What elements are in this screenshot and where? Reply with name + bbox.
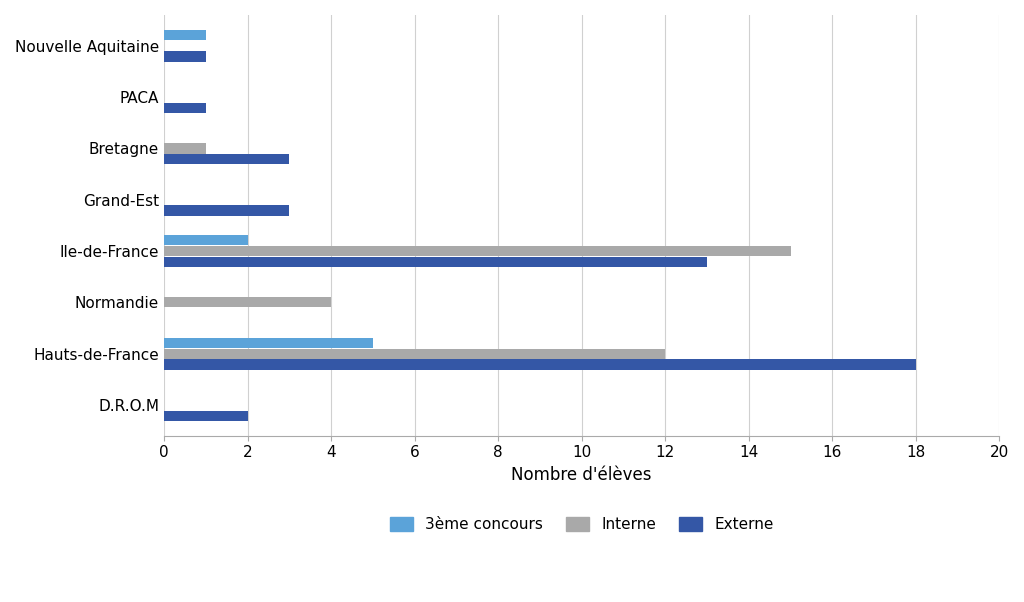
- Bar: [164, 338, 373, 348]
- X-axis label: Nombre d'élèves: Nombre d'élèves: [512, 466, 652, 484]
- Bar: [164, 205, 290, 216]
- Bar: [164, 52, 206, 62]
- Bar: [164, 256, 707, 267]
- Bar: [164, 30, 206, 40]
- Bar: [164, 103, 206, 113]
- Bar: [164, 349, 666, 359]
- Legend: 3ème concours, Interne, Externe: 3ème concours, Interne, Externe: [384, 510, 779, 538]
- Bar: [164, 154, 290, 164]
- Bar: [164, 246, 791, 256]
- Bar: [164, 297, 331, 308]
- Bar: [164, 143, 206, 154]
- Bar: [164, 359, 915, 370]
- Bar: [164, 235, 248, 246]
- Bar: [164, 411, 248, 421]
